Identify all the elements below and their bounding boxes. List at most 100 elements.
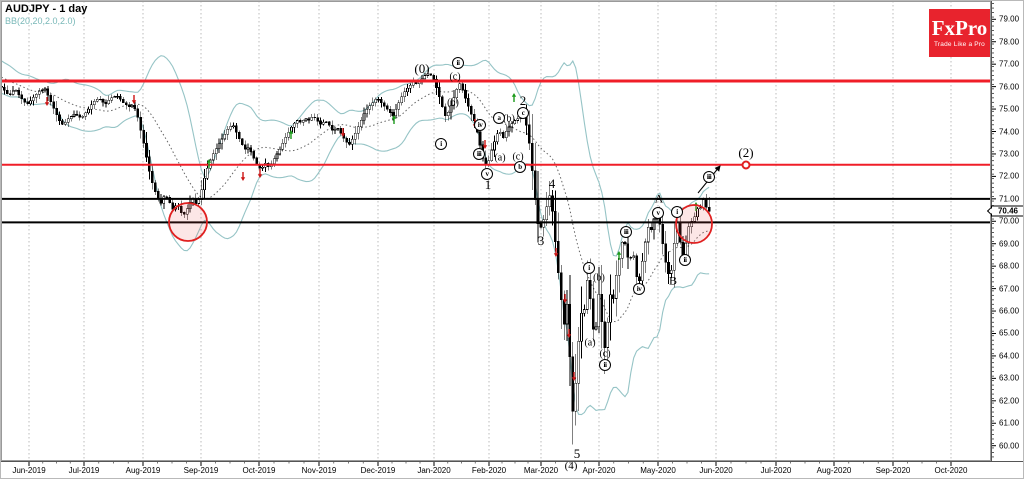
candle-body <box>597 293 601 328</box>
price-axis-label: 75.00 <box>999 104 1020 114</box>
candle-body <box>63 121 67 125</box>
candle-body <box>127 104 131 108</box>
candle-body <box>243 144 247 150</box>
candle-body <box>446 112 450 116</box>
candle-body <box>226 128 229 135</box>
candle-body <box>696 208 699 218</box>
price-axis-label: 67.00 <box>999 284 1020 294</box>
candle-body <box>136 108 140 118</box>
candle-body <box>397 102 401 110</box>
price-axis-label: 71.00 <box>999 194 1020 204</box>
candle-body <box>17 90 21 96</box>
candle-body <box>423 75 427 80</box>
candle-body <box>11 90 15 95</box>
candle-body <box>655 212 659 220</box>
candle-body <box>672 243 676 271</box>
candle-body <box>151 170 154 183</box>
candle-body <box>464 89 467 99</box>
candle-body <box>371 102 375 107</box>
candle-body <box>197 199 200 204</box>
candle-body <box>626 243 630 258</box>
candle-body <box>385 105 389 110</box>
time-axis[interactable]: Jun-2019 Jul-2019 Aug-2019 Sep-2019 Oct-2019… <box>1 461 1023 478</box>
candle-body <box>295 120 299 124</box>
candle-body <box>588 280 592 300</box>
time-axis-label: Mar-2020 <box>523 466 559 475</box>
candle-body <box>34 93 38 98</box>
bollinger-middle <box>1 76 710 323</box>
candle-body <box>133 104 137 110</box>
candle-body <box>185 208 189 215</box>
price-axis-label: 65.00 <box>999 328 1020 338</box>
candle-body <box>229 125 232 130</box>
time-axis-label: Jan-2020 <box>417 466 451 475</box>
candle-body <box>368 105 372 110</box>
candle-body <box>388 108 392 113</box>
candle-body <box>641 260 644 282</box>
candle-body <box>3 86 6 91</box>
time-axis-label: May-2020 <box>640 466 676 475</box>
candle-body <box>310 116 314 121</box>
candle-body <box>220 138 224 145</box>
price-axis-label: 69.00 <box>999 239 1020 249</box>
time-axis-label: Sep-2020 <box>875 466 911 475</box>
candle-body <box>542 219 546 228</box>
candle-body <box>211 153 215 161</box>
candle-body <box>359 119 363 127</box>
candle-body <box>124 102 128 106</box>
candle-body <box>168 197 171 203</box>
candle-body <box>400 96 404 104</box>
candle-body <box>426 73 430 76</box>
candle-body <box>452 97 456 107</box>
candle-body <box>409 84 412 89</box>
grid-lines <box>28 1 952 461</box>
candle-body <box>548 195 551 208</box>
candle-body <box>278 148 282 155</box>
candle-body <box>609 294 612 323</box>
price-axis-label: 74.00 <box>999 127 1020 136</box>
candle-body <box>510 123 514 128</box>
candle-body <box>43 88 47 91</box>
candle-body <box>214 148 218 154</box>
candle-body <box>403 91 406 97</box>
buy-arrow-icon <box>288 130 294 139</box>
candle-body <box>351 138 354 145</box>
candle-body <box>438 87 441 98</box>
candle-body <box>95 98 99 102</box>
candle-body <box>61 120 64 125</box>
candle-body <box>319 120 322 125</box>
buy-arrow-icon <box>206 159 212 168</box>
candle-body <box>536 199 540 224</box>
candle-body <box>165 196 169 198</box>
candle-body <box>475 120 479 133</box>
candle-body <box>116 95 119 98</box>
candle-body <box>443 106 447 116</box>
candle-body <box>232 125 235 127</box>
candle-body <box>469 105 473 115</box>
candle-body <box>162 196 166 204</box>
plot-area <box>1 1 991 461</box>
candle-body <box>638 276 641 282</box>
candle-body <box>330 124 334 131</box>
candle-body <box>435 79 438 88</box>
price-axis-label: 78.00 <box>999 37 1020 47</box>
candle-body <box>217 143 221 150</box>
candle-body <box>139 116 142 131</box>
price-axis-label: 66.00 <box>999 306 1020 316</box>
candle-body <box>333 128 337 131</box>
candle-body <box>580 312 583 342</box>
indicator-label: BB(20,20,2.0,2.0) <box>5 15 76 26</box>
price-axis-label: 76.00 <box>999 82 1020 92</box>
candle-body <box>37 90 41 95</box>
candle-body <box>632 255 636 259</box>
candle-body <box>577 340 580 384</box>
time-axis-label: Oct-2019 <box>242 466 276 475</box>
candle-body <box>252 151 256 159</box>
candle-body <box>620 241 624 259</box>
candle-body <box>104 102 108 104</box>
candle-body <box>78 114 82 118</box>
candle-body <box>107 100 111 104</box>
sell-arrow-icon <box>44 97 50 106</box>
price-axis[interactable]: 79.00 78.00 77.00 76.00 75.00 74.00 73.00 72.00… <box>991 1 1023 461</box>
